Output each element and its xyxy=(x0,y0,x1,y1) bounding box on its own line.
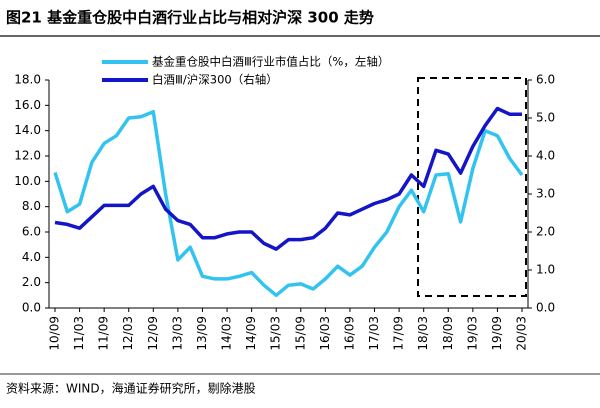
y2-tick-label: 1.0 xyxy=(536,263,555,277)
y2-tick-label: 3.0 xyxy=(536,187,555,201)
legend-label: 白酒Ⅲ/沪深300（右轴） xyxy=(152,73,278,87)
y-tick-label: 12.0 xyxy=(14,149,41,163)
x-tick-label: 12/03 xyxy=(121,316,135,351)
x-tick-label: 14/09 xyxy=(244,316,258,351)
chart-title: 图21 基金重仓股中白酒行业占比与相对沪深 300 走势 xyxy=(6,9,374,27)
x-tick-label: 15/03 xyxy=(269,316,283,351)
y-tick-label: 10.0 xyxy=(14,174,41,188)
y2-tick-label: 2.0 xyxy=(536,225,555,239)
y2-tick-label: 6.0 xyxy=(536,73,555,87)
x-tick-label: 10/09 xyxy=(48,316,62,351)
x-tick-label: 17/03 xyxy=(367,316,381,351)
y-tick-label: 6.0 xyxy=(22,225,41,239)
x-tick-label: 19/03 xyxy=(465,316,479,351)
source: 资料来源：WIND，海通证券研究所，剔除港股 xyxy=(6,381,256,396)
y2-tick-label: 4.0 xyxy=(536,149,555,163)
y-tick-label: 4.0 xyxy=(22,250,41,264)
legend-label: 基金重仓股中白酒Ⅲ行业市值占比（%，左轴） xyxy=(152,55,389,69)
x-tick-label: 12/09 xyxy=(146,316,160,351)
y-tick-label: 8.0 xyxy=(22,199,41,213)
x-tick-label: 15/09 xyxy=(293,316,307,351)
series-line xyxy=(54,106,522,251)
y-tick-label: 2.0 xyxy=(22,275,41,289)
x-tick-label: 16/09 xyxy=(342,316,356,351)
x-tick-label: 14/03 xyxy=(220,316,234,351)
x-tick-label: 18/03 xyxy=(416,316,430,351)
x-tick-label: 18/09 xyxy=(441,316,455,351)
y2-tick-label: 0.0 xyxy=(536,301,555,315)
x-tick-label: 11/09 xyxy=(97,316,111,351)
x-tick-label: 11/03 xyxy=(72,316,86,351)
y-tick-label: 14.0 xyxy=(14,123,41,137)
y-tick-label: 18.0 xyxy=(14,73,41,87)
y-tick-label: 16.0 xyxy=(14,98,41,112)
x-tick-label: 16/03 xyxy=(318,316,332,351)
y2-tick-label: 5.0 xyxy=(536,111,555,125)
x-tick-label: 19/09 xyxy=(490,316,504,351)
x-tick-label: 20/03 xyxy=(515,316,529,351)
y-tick-label: 0.0 xyxy=(22,301,41,315)
x-tick-label: 13/09 xyxy=(195,316,209,351)
highlight-box xyxy=(417,77,527,297)
x-tick-label: 13/03 xyxy=(170,316,184,351)
series-line xyxy=(53,109,524,298)
x-tick-label: 17/09 xyxy=(392,316,406,351)
